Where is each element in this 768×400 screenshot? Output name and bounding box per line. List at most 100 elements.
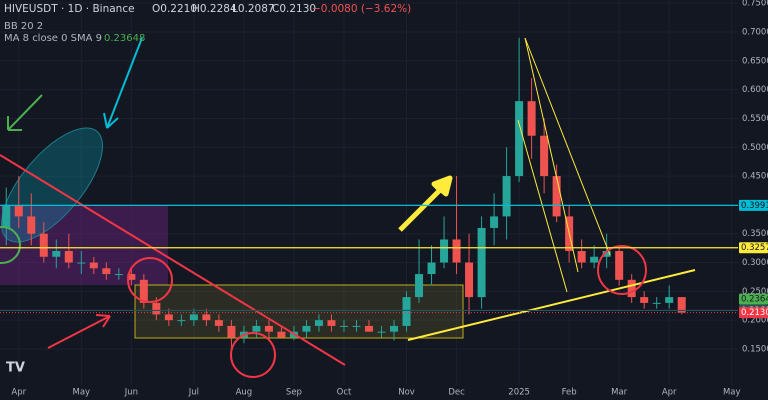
candle-body bbox=[452, 239, 461, 263]
candle-body bbox=[440, 239, 449, 263]
candle-body bbox=[314, 320, 323, 326]
arrow bbox=[103, 37, 143, 129]
candle-body bbox=[2, 204, 11, 228]
candle-body bbox=[14, 204, 23, 217]
channel-line bbox=[524, 37, 579, 273]
candle-body bbox=[152, 302, 161, 315]
ohlc-value: −0.0080 (−3.62%) bbox=[312, 3, 411, 15]
x-tick-label: May bbox=[73, 388, 91, 398]
price-label-bg bbox=[739, 242, 768, 254]
x-tick-label: 2025 bbox=[508, 388, 530, 398]
candle-body bbox=[515, 101, 524, 177]
channel-line bbox=[524, 37, 611, 256]
candle-body bbox=[502, 176, 511, 217]
candle-body bbox=[214, 320, 223, 326]
range-box bbox=[134, 284, 464, 339]
candle-body bbox=[602, 250, 611, 257]
candle-body bbox=[302, 325, 311, 332]
x-tick-label: Mar bbox=[611, 388, 628, 398]
candle-body bbox=[465, 262, 474, 298]
candle-body bbox=[102, 268, 111, 275]
candle-body bbox=[327, 320, 336, 326]
symbol-title: HIVEUSDT · 1D · Binance bbox=[4, 3, 135, 15]
candle-body bbox=[227, 325, 236, 338]
arrow bbox=[47, 314, 111, 349]
highlight-circle bbox=[0, 226, 21, 264]
x-tick-label: Aug bbox=[236, 388, 253, 398]
candle-body bbox=[189, 314, 198, 321]
candle-body bbox=[477, 227, 486, 298]
arrow bbox=[398, 175, 453, 232]
indicator-value: 0.23648 bbox=[104, 33, 145, 44]
y-tick-label: 0.7500 bbox=[742, 0, 768, 9]
highlight-circle bbox=[597, 245, 647, 295]
x-tick-label: Jun bbox=[124, 388, 138, 398]
candle-body bbox=[264, 325, 273, 332]
indicator-label: BB 20 2 bbox=[4, 21, 43, 32]
candle-body bbox=[164, 314, 173, 321]
highlight-circle bbox=[127, 257, 173, 303]
candle-body bbox=[527, 101, 536, 136]
candle-body bbox=[89, 262, 98, 269]
x-tick-label: Sep bbox=[286, 388, 302, 398]
candle-body bbox=[377, 331, 386, 333]
candle-body bbox=[339, 325, 348, 327]
candle-body bbox=[390, 325, 399, 332]
candle-body bbox=[577, 250, 586, 263]
candle-body bbox=[52, 250, 61, 257]
candle-body bbox=[552, 176, 561, 217]
candle-body bbox=[627, 279, 636, 298]
ohlc-value: H0.2284 bbox=[192, 3, 237, 15]
x-tick-label: Apr bbox=[662, 388, 677, 398]
candle-body bbox=[615, 250, 624, 280]
candle-body bbox=[252, 325, 261, 332]
candle-body bbox=[402, 297, 411, 326]
axes: 0.15000.20000.25000.30000.35000.40000.45… bbox=[11, 0, 768, 398]
candle-body bbox=[39, 233, 48, 257]
x-tick-label: Nov bbox=[398, 388, 415, 398]
price-label-bg bbox=[739, 293, 768, 305]
candle-body bbox=[540, 135, 549, 177]
ohlc-value: O0.2210 bbox=[152, 3, 197, 15]
x-tick-label: Apr bbox=[11, 388, 26, 398]
price-label: 0.3257 bbox=[741, 243, 768, 253]
arrows bbox=[7, 37, 143, 349]
candle-body bbox=[139, 279, 148, 303]
candle-body bbox=[352, 325, 361, 327]
candle-body bbox=[202, 314, 211, 321]
teal-ellipse bbox=[0, 127, 104, 243]
candle-body bbox=[415, 274, 424, 298]
highlight-circle bbox=[230, 332, 276, 378]
candle-body bbox=[77, 262, 86, 264]
ohlc-value: L0.2087 bbox=[232, 3, 275, 15]
price-label: 0.2130 bbox=[741, 308, 768, 318]
price-label-bg bbox=[739, 307, 768, 319]
price-label: 0.3991 bbox=[741, 201, 768, 211]
logo: TV bbox=[6, 361, 25, 376]
candle-body bbox=[64, 250, 73, 263]
candle-body bbox=[490, 216, 499, 228]
support-line bbox=[407, 269, 696, 341]
candle-body bbox=[127, 274, 136, 280]
x-tick-label: Feb bbox=[562, 388, 577, 398]
downtrend-line bbox=[0, 154, 346, 366]
candle-body bbox=[665, 297, 674, 303]
x-tick-label: Jul bbox=[188, 388, 199, 398]
candle-body bbox=[640, 297, 649, 303]
candle-body bbox=[277, 331, 286, 338]
candle-body bbox=[427, 262, 436, 275]
ohlc-value: C0.2130 bbox=[272, 3, 316, 15]
candle-body bbox=[652, 302, 661, 304]
